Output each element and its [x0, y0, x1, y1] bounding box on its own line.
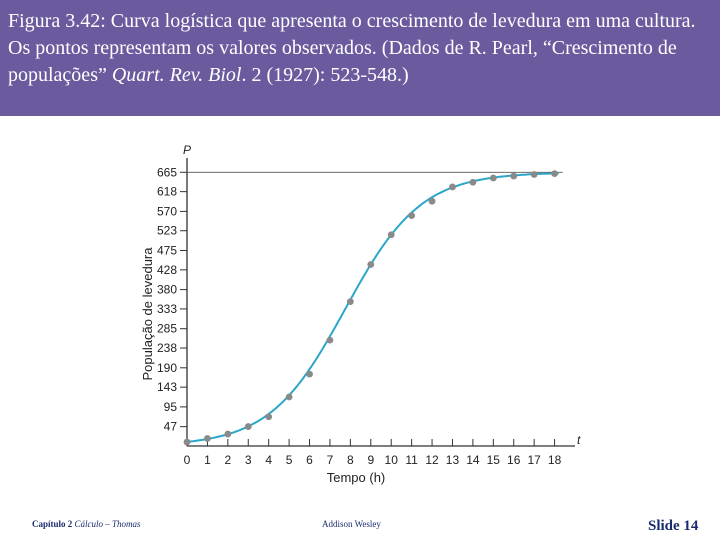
chart-curve: [186, 172, 559, 443]
data-point: [306, 370, 313, 378]
y-tick-label: 665: [157, 165, 177, 179]
x-tick-label: 5: [286, 453, 293, 467]
x-axis-title: Tempo (h): [327, 470, 386, 485]
x-tick-label: 8: [347, 453, 354, 467]
logistic-chart: 4795143190238285333380428475523570618665…: [140, 143, 581, 485]
x-tick-label: 9: [367, 453, 374, 467]
caption-journal: Quart. Rev. Biol: [111, 64, 242, 86]
x-tick-label: 0: [184, 453, 191, 467]
y-tick-label: 618: [157, 185, 177, 199]
data-point: [244, 423, 252, 430]
y-tick-label: 428: [157, 263, 177, 277]
data-point: [408, 212, 416, 220]
x-tick-label: 4: [265, 453, 272, 467]
chart-axes: [180, 158, 575, 447]
y-tick-label: 380: [157, 283, 177, 297]
caption-text: Figura 3.42: Curva logística que apresen…: [8, 10, 696, 86]
chart-points: [183, 170, 558, 446]
x-tick-label: 3: [245, 453, 252, 467]
x-tick-label: 10: [385, 453, 399, 467]
y-tick-label: 47: [164, 420, 178, 434]
x-tick-label: 7: [327, 453, 334, 467]
data-point: [367, 261, 375, 268]
x-tick-label: 2: [224, 453, 231, 467]
caption-citation: . 2 (1927): 523-548.): [241, 64, 409, 86]
y-tick-label: 143: [157, 380, 177, 394]
data-point: [510, 172, 518, 180]
y-tick-label: 570: [157, 204, 177, 218]
data-point: [183, 438, 191, 446]
logistic-curve: [186, 172, 559, 443]
data-point: [346, 298, 354, 306]
data-point: [285, 393, 293, 401]
data-point: [224, 430, 232, 438]
y-axis-title: População de levedura: [140, 247, 155, 381]
y-tick-label: 523: [157, 224, 177, 238]
figure-caption: Figura 3.42: Curva logística que apresen…: [8, 8, 714, 89]
data-point: [204, 435, 211, 442]
footer-chapter: Capítulo 2 Cálculo – Thomas: [32, 519, 141, 529]
x-tick-label: 1: [204, 453, 211, 467]
x-tick-label: 18: [548, 453, 562, 467]
data-point: [551, 170, 558, 178]
x-tick-label: 16: [507, 453, 521, 467]
y-tick-label: 190: [157, 361, 177, 375]
data-point: [449, 183, 456, 191]
footer-publisher: Addison Wesley: [322, 519, 381, 529]
title-bar: Figura 3.42: Curva logística que apresen…: [0, 0, 720, 116]
x-tick-label: 6: [306, 453, 313, 467]
x-tick-label: 15: [487, 453, 501, 467]
data-point: [387, 231, 395, 239]
data-point: [265, 413, 273, 421]
y-tick-label: 333: [157, 302, 177, 316]
x-tick-label: 12: [425, 453, 439, 467]
data-point: [489, 174, 497, 182]
footer-book-label: Cálculo – Thomas: [74, 519, 141, 529]
chart-labels: 4795143190238285333380428475523570618665…: [140, 143, 581, 485]
y-tick-label: 95: [164, 400, 178, 414]
footer-slide-number: Slide 14: [648, 518, 699, 534]
y-tick-label: 238: [157, 341, 177, 355]
x-tick-label: 11: [405, 453, 418, 467]
data-point: [530, 171, 538, 178]
y-axis-letter: P: [183, 143, 191, 157]
x-axis-letter: t: [577, 433, 581, 447]
y-tick-label: 475: [157, 243, 177, 257]
x-tick-label: 14: [466, 453, 480, 467]
y-tick-label: 285: [157, 322, 177, 336]
x-tick-label: 13: [446, 453, 460, 467]
data-point: [469, 178, 477, 186]
footer-chapter-label: Capítulo 2: [32, 519, 73, 529]
x-tick-label: 17: [527, 453, 541, 467]
data-point: [326, 336, 334, 344]
data-point: [428, 197, 436, 205]
